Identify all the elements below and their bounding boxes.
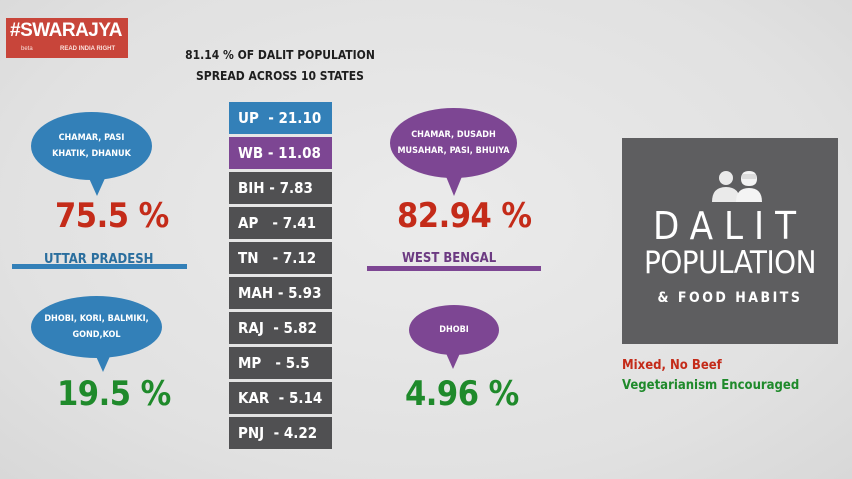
legend-veg: Vegetarianism Encouraged [622,378,800,393]
state-bar-up: UP - 21.10 [229,102,332,134]
state-bar-label: PNJ - 4.22 [238,424,318,442]
up-castes-line2: KHATIK, DHANUK [52,149,131,159]
state-bar-wb: WB - 11.08 [229,137,332,169]
wb-castes-line2: MUSAHAR, PASI, BHUIYA [397,146,510,156]
state-bar-label: AP - 7.41 [238,214,317,232]
wb-bubble-tail [445,174,463,196]
dalit-info-box: DALIT POPULATION & FOOD HABITS [622,138,838,344]
state-bar-label: WB - 11.08 [238,144,321,162]
wb-castes-line1: CHAMAR, DUSADH [411,130,496,140]
up-castes2-line1: DHOBI, KORI, BALMIKI, [44,314,149,324]
wb-pct-top: 82.94 % [397,196,532,236]
state-bar-pnj: PNJ - 4.22 [229,417,332,449]
wb-castes-bubble-2: DHOBI [409,305,499,355]
up-bubble-tail [88,176,106,196]
state-bar-kar: KAR - 5.14 [229,382,332,414]
up-pct-bottom: 19.5 % [57,374,171,414]
logo-beta: beta [21,46,33,52]
chart-title-line2: SPREAD ACROSS 10 STATES [196,69,364,83]
state-bar-ap: AP - 7.41 [229,207,332,239]
wb-castes-bubble: CHAMAR, DUSADH MUSAHAR, PASI, BHUIYA [390,108,517,178]
state-bar-label: BIH - 7.83 [238,179,313,197]
wb-underline [367,266,541,271]
food-habits-title: & FOOD HABITS [657,290,803,306]
up-state-label: UTTAR PRADESH [44,252,154,267]
population-title: POPULATION [644,245,816,281]
up-castes-bubble: CHAMAR, PASI KHATIK, DHANUK [31,112,152,180]
state-bar-mah: MAH - 5.93 [229,277,332,309]
wb-bubble2-tail [445,351,461,369]
state-bar-label: TN - 7.12 [238,249,317,267]
wb-state-label: WEST BENGAL [402,251,497,266]
state-bar-label: KAR - 5.14 [238,389,323,407]
wb-castes2-line1: DHOBI [439,325,469,335]
state-bar-label: MP - 5.5 [238,354,310,372]
state-bar-raj: RAJ - 5.82 [229,312,332,344]
up-castes-bubble-2: DHOBI, KORI, BALMIKI, GOND,KOL [31,296,162,358]
logo-brand: #SWARAJYA [10,20,123,41]
state-list: UP - 21.10 WB - 11.08 BIH - 7.83 AP - 7.41 T… [229,102,332,452]
logo-tagline: READ INDIA RIGHT [60,46,116,52]
state-bar-label: RAJ - 5.82 [238,319,317,337]
dalit-title: DALIT [652,204,808,248]
up-underline [12,264,187,269]
chart-title-line1: 81.14 % OF DALIT POPULATION [185,48,375,62]
state-bar-mp: MP - 5.5 [229,347,332,379]
state-bar-label: MAH - 5.93 [238,284,322,302]
legend-mixed: Mixed, No Beef [622,358,722,373]
up-castes2-line2: GOND,KOL [72,330,121,340]
swarajya-logo: #SWARAJYA beta READ INDIA RIGHT [6,18,128,58]
two-people-icon [712,171,762,202]
state-bar-label: UP - 21.10 [238,109,322,127]
up-castes-line1: CHAMAR, PASI [58,133,125,143]
up-bubble2-tail [95,354,111,372]
state-bar-tn: TN - 7.12 [229,242,332,274]
up-pct-top: 75.5 % [55,196,169,236]
wb-pct-bottom: 4.96 % [405,374,519,414]
state-bar-bih: BIH - 7.83 [229,172,332,204]
